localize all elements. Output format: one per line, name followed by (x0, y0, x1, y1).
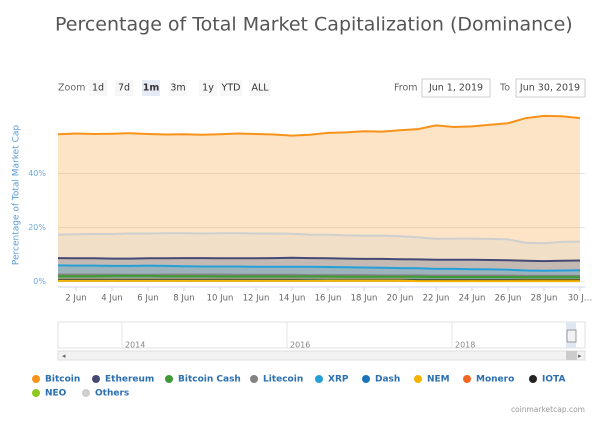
zoom-button-label[interactable]: ALL (251, 83, 269, 94)
legend-item[interactable]: XRP (315, 375, 349, 385)
legend-marker[interactable] (92, 375, 100, 383)
navigator-handle[interactable] (566, 329, 577, 343)
zoom-button[interactable] (169, 80, 187, 96)
zoom-button-label[interactable]: 7d (118, 83, 130, 94)
navigator-year: 2018 (455, 341, 475, 350)
legend-marker[interactable] (165, 375, 173, 383)
legend-item[interactable]: NEO (32, 389, 67, 399)
x-tick-label: 18 Jun (351, 294, 378, 304)
y-tick-label: 20% (28, 223, 46, 232)
legend-item[interactable]: Bitcoin Cash (165, 375, 241, 385)
x-tick-label: 14 Jun (279, 294, 306, 304)
series-line (57, 256, 581, 263)
legend-marker[interactable] (463, 375, 471, 383)
from-value[interactable]: Jun 1, 2019 (428, 83, 483, 94)
series-line (58, 274, 580, 279)
x-tick-label: 10 Jun (207, 294, 234, 304)
legend-label[interactable]: NEO (45, 389, 67, 399)
legend-label[interactable]: Ethereum (105, 375, 154, 385)
legend-item[interactable]: Ethereum (92, 375, 154, 385)
legend-marker[interactable] (32, 389, 40, 397)
scrollbar[interactable] (57, 350, 586, 361)
legend-label[interactable]: Dash (375, 375, 400, 385)
x-tick-label: 22 Jun (423, 294, 450, 304)
to-value[interactable]: Jun 30, 2019 (519, 83, 580, 94)
series-line (58, 273, 580, 277)
x-tick-label: 20 Jun (387, 294, 414, 304)
zoom-button[interactable] (249, 80, 271, 96)
legend-label[interactable]: Others (95, 389, 129, 399)
legend-marker[interactable] (529, 375, 537, 383)
zoom-button[interactable] (89, 80, 107, 96)
scrollbar-thumb[interactable] (566, 351, 577, 360)
legend-item[interactable]: Others (82, 389, 129, 399)
x-tick-label: 26 Jun (495, 294, 522, 304)
legend-label[interactable]: NEM (427, 375, 450, 385)
legend-marker[interactable] (362, 375, 370, 383)
zoom-label: Zoom (58, 83, 85, 94)
x-tick-label: 6 Jun (137, 294, 158, 304)
scroll-left[interactable]: ◂ (62, 352, 66, 360)
legend-label[interactable]: Litecoin (263, 375, 303, 385)
x-tick-label: 4 Jun (101, 294, 122, 304)
credit: coinmarketcap.com (511, 405, 585, 414)
from-label: From (394, 83, 418, 94)
legend-item[interactable]: Litecoin (250, 375, 303, 385)
navigator-year: 2014 (125, 341, 145, 350)
y-axis-title: Percentage of Total Market Cap (12, 125, 22, 266)
to-label: To (499, 83, 510, 94)
navigator-year: 2016 (290, 341, 310, 350)
series-line (57, 114, 581, 137)
series-line (57, 264, 581, 272)
to-input[interactable] (515, 78, 586, 98)
navigator-frame (57, 321, 586, 349)
legend-label[interactable]: XRP (328, 375, 349, 385)
x-tick-label: 24 Jun (459, 294, 486, 304)
legend-item[interactable]: IOTA (529, 375, 565, 385)
legend-label[interactable]: IOTA (542, 375, 565, 385)
y-tick-label: 0% (33, 277, 46, 286)
x-tick-label: 28 Jun (531, 294, 558, 304)
legend-item[interactable]: NEM (414, 375, 450, 385)
zoom-button-label[interactable]: 1y (202, 83, 214, 94)
chart-title: Percentage of Total Market Capitalizatio… (55, 14, 573, 36)
legend-label[interactable]: Bitcoin Cash (178, 375, 241, 385)
zoom-button[interactable] (199, 80, 217, 96)
legend-marker[interactable] (32, 375, 40, 383)
y-tick-label: 40% (28, 169, 46, 178)
x-tick-label: 2 Jun (65, 294, 86, 304)
x-tick-label: 16 Jun (315, 294, 342, 304)
x-tick-label: 12 Jun (243, 294, 270, 304)
legend-item[interactable]: Monero (463, 375, 514, 385)
from-input[interactable] (421, 78, 491, 98)
x-tick-label: 8 Jun (173, 294, 194, 304)
zoom-button-label[interactable]: 3m (170, 83, 185, 94)
navigator: ◂ ▸ (57, 321, 586, 361)
zoom-button[interactable] (220, 80, 242, 96)
series-line (57, 232, 581, 245)
legend-marker[interactable] (250, 375, 258, 383)
zoom-button[interactable] (115, 80, 133, 96)
legend-label[interactable]: Monero (476, 375, 514, 385)
zoom-button-label[interactable]: YTD (221, 83, 241, 94)
zoom-button[interactable] (142, 80, 160, 96)
area (58, 115, 580, 282)
legend-label[interactable]: Bitcoin (45, 375, 80, 385)
zoom-button-label[interactable]: 1m (143, 83, 160, 94)
scroll-right[interactable]: ▸ (578, 352, 582, 360)
legend-item[interactable]: Dash (362, 375, 400, 385)
zoom-button-label[interactable]: 1d (92, 83, 104, 94)
x-tick-label: 30 J… (568, 294, 593, 304)
legend-marker[interactable] (315, 375, 323, 383)
legend-item[interactable]: Bitcoin (32, 375, 80, 385)
legend-marker[interactable] (82, 389, 90, 397)
legend-marker[interactable] (414, 375, 422, 383)
